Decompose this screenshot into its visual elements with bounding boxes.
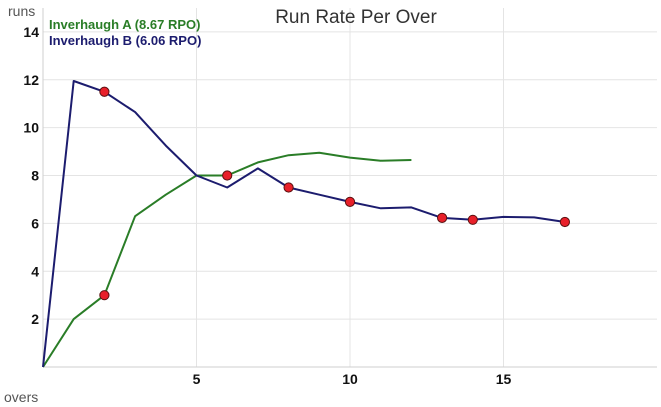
y-tick-label: 6 [31, 215, 39, 231]
y-tick-label: 12 [23, 72, 39, 88]
y-axis-title: runs [8, 3, 35, 19]
y-tick-label: 14 [23, 24, 39, 40]
wicket-marker [99, 86, 110, 97]
grid-lines [43, 8, 657, 367]
wicket-marker [222, 170, 233, 181]
tick-labels: 2 4 6 8 10 12 14 5 10 15 [23, 24, 511, 387]
series-line-b [42, 80, 566, 368]
wicket-marker [437, 212, 448, 223]
series-lines [42, 80, 566, 368]
legend: Inverhaugh A (8.67 RPO) Inverhaugh B (6.… [49, 17, 201, 48]
legend-entry-series-b: Inverhaugh B (6.06 RPO) [49, 33, 201, 48]
wicket-marker [344, 196, 356, 207]
wicket-marker [467, 214, 478, 225]
y-tick-label: 10 [23, 120, 39, 136]
y-tick-label: 4 [31, 263, 39, 279]
wicket-marker [99, 290, 110, 301]
x-tick-label: 10 [342, 371, 358, 387]
x-axis-title: overs [4, 389, 38, 405]
y-tick-label: 8 [31, 168, 39, 184]
chart-title: Run Rate Per Over [275, 7, 437, 28]
axes [42, 8, 657, 368]
wicket-marker [559, 216, 571, 228]
legend-entry-series-a: Inverhaugh A (8.67 RPO) [49, 17, 200, 32]
wicket-markers [99, 86, 571, 301]
y-tick-label: 2 [31, 311, 39, 327]
x-tick-label: 5 [193, 371, 201, 387]
wicket-marker [283, 182, 294, 193]
series-line-a [42, 151, 412, 368]
x-tick-label: 15 [496, 371, 512, 387]
